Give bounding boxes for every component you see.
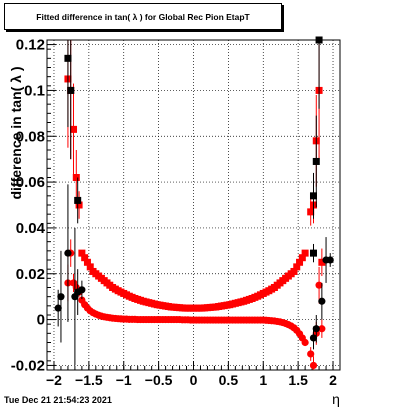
data-point-square xyxy=(309,192,317,200)
data-point-square xyxy=(74,196,82,204)
data-point-square xyxy=(78,249,86,257)
data-point-square xyxy=(67,86,75,94)
data-point-circle xyxy=(318,297,326,305)
title-box: Fitted difference in tan( λ ) for Global… xyxy=(4,3,282,30)
data-point-square xyxy=(70,125,78,133)
x-tick-label: −1 xyxy=(116,372,132,388)
data-point-circle xyxy=(307,350,315,358)
data-point-square xyxy=(72,174,80,181)
y-tick-label: 0.1 xyxy=(24,82,45,99)
data-point-square xyxy=(293,263,301,271)
data-point-square xyxy=(290,267,298,275)
chart-title: Fitted difference in tan( λ ) for Global… xyxy=(36,11,250,22)
data-point-circle xyxy=(57,293,65,301)
data-point-square xyxy=(318,258,326,266)
y-tick-label: 0.12 xyxy=(16,37,45,54)
data-point-square xyxy=(75,201,83,209)
data-point-square xyxy=(86,263,94,271)
series-3 xyxy=(54,184,334,366)
data-point-square xyxy=(309,249,317,257)
y-tick-label: 0.06 xyxy=(16,174,45,191)
data-point-square xyxy=(312,157,320,165)
y-tick-label: -0.02 xyxy=(11,357,45,374)
y-tick-label: 0.08 xyxy=(16,128,45,145)
data-point-circle xyxy=(312,325,320,333)
x-tick-label: 1.5 xyxy=(288,372,308,388)
data-point-circle xyxy=(309,334,318,342)
data-point-circle xyxy=(301,338,309,347)
data-point-square xyxy=(296,258,304,266)
data-point-square xyxy=(298,254,306,262)
y-tick-label: 0.02 xyxy=(16,266,45,283)
data-layer xyxy=(54,36,334,370)
data-point-circle xyxy=(54,304,62,312)
axis-layer: −2 −1.5 −1 −0.5 0 0.5 1 1.5 2 -0.02 0 0.02 0.04 0.06 0… xyxy=(11,37,341,388)
data-point-circle xyxy=(318,325,326,333)
x-tick-label: 0 xyxy=(190,372,198,388)
series-2 xyxy=(64,36,323,263)
x-tick-label: −1.5 xyxy=(75,372,103,388)
data-point-square xyxy=(64,54,72,62)
x-tick-label: −2 xyxy=(46,372,62,388)
series-1 xyxy=(64,239,326,370)
x-tick-label: 0.5 xyxy=(219,372,239,388)
data-point-circle xyxy=(78,286,86,294)
y-tick-label: 0.04 xyxy=(16,220,46,237)
x-tick-label: 2 xyxy=(329,372,337,388)
data-point-square xyxy=(307,208,315,216)
x-tick-label: 1 xyxy=(259,372,267,388)
y-axis-label: difference in tan( λ ) xyxy=(8,66,24,199)
x-tick-label: −0.5 xyxy=(145,372,173,388)
data-point-square xyxy=(81,254,89,262)
data-point-circle xyxy=(315,281,323,289)
timestamp: Tue Dec 21 21:54:23 2021 xyxy=(4,395,112,405)
data-point-circle xyxy=(326,256,334,264)
data-point-square xyxy=(83,258,91,266)
data-point-circle xyxy=(309,361,318,370)
data-point-circle xyxy=(64,249,72,257)
x-axis-label: η xyxy=(332,391,340,407)
data-point-square xyxy=(301,249,309,257)
y-tick-label: 0 xyxy=(37,312,45,329)
data-point-square xyxy=(315,36,323,44)
